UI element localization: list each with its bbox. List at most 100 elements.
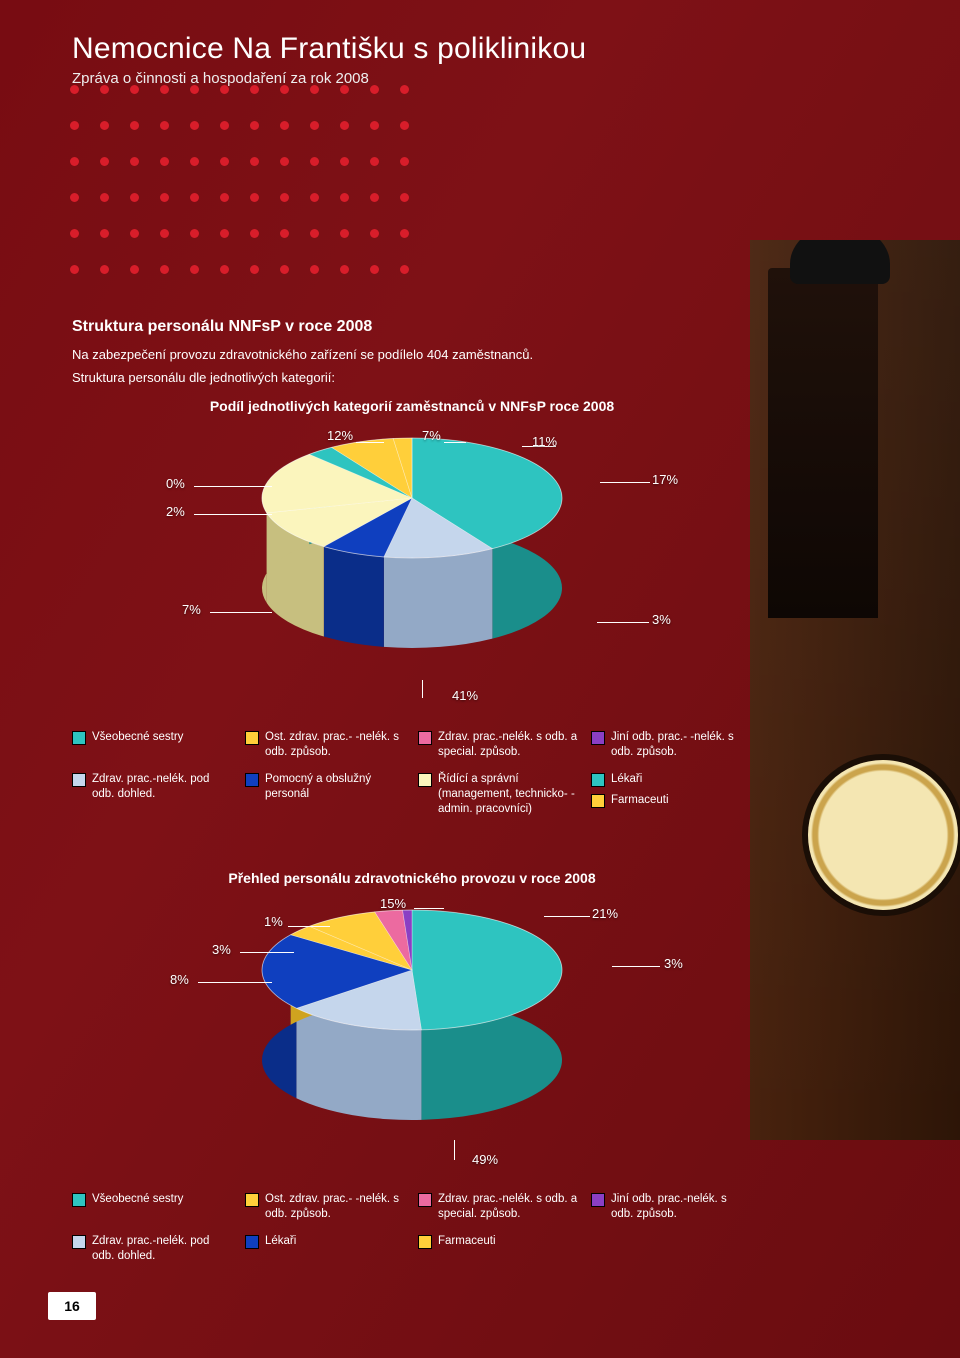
legend-label: Farmaceuti xyxy=(438,1234,496,1249)
leader-line xyxy=(194,486,272,487)
legend-item: Jiní odb. prac.- -nelék. s odb. způsob. xyxy=(591,730,752,760)
legend-label: Všeobecné sestry xyxy=(92,1192,183,1207)
legend-label: Lékaři xyxy=(265,1234,296,1249)
legend-label: Zdrav. prac.-nelék. s odb. a special. zp… xyxy=(438,1192,579,1222)
leader-line xyxy=(198,982,272,983)
legend-item: Zdrav. prac.-nelék. s odb. a special. zp… xyxy=(418,730,579,760)
pie-label: 17% xyxy=(652,472,678,487)
building-photo-placeholder xyxy=(750,240,960,1140)
chart2-legend: Všeobecné sestry Ost. zdrav. prac.- -nelé… xyxy=(72,1192,752,1264)
pie-label: 8% xyxy=(170,972,189,987)
legend-swatch xyxy=(418,1235,432,1249)
pie-label: 7% xyxy=(182,602,201,617)
legend-swatch xyxy=(591,1193,605,1207)
pie-label: 3% xyxy=(664,956,683,971)
pie-label: 3% xyxy=(652,612,671,627)
legend-label: Zdrav. prac.-nelék. s odb. a special. zp… xyxy=(438,730,579,760)
chart1-container: Podíl jednotlivých kategorií zaměstnanců… xyxy=(72,398,752,817)
leader-line xyxy=(444,442,466,443)
legend-label: Jiní odb. prac.- -nelék. s odb. způsob. xyxy=(611,730,752,760)
legend-swatch xyxy=(418,773,432,787)
chart1-legend: Všeobecné sestry Ost. zdrav. prac.- -nelé… xyxy=(72,730,752,817)
pie1-svg xyxy=(92,420,732,720)
leader-line xyxy=(612,966,660,967)
legend-swatch xyxy=(72,1193,86,1207)
chart1-pie: 12% 7% 11% 17% 3% 41% 7% 2% 0% xyxy=(92,420,732,720)
legend-label: Pomocný a obslužný personál xyxy=(265,772,406,802)
legend-swatch xyxy=(245,773,259,787)
legend-item: Všeobecné sestry xyxy=(72,1192,233,1222)
leader-line xyxy=(544,916,590,917)
decorative-dot-grid xyxy=(70,85,430,305)
legend-item: Lékaři xyxy=(245,1234,406,1264)
legend-label: Farmaceuti xyxy=(611,793,669,808)
legend-swatch xyxy=(418,731,432,745)
pie-label: 2% xyxy=(166,504,185,519)
pie-label: 15% xyxy=(380,896,406,911)
legend-label: Řídící a správní (management, technicko-… xyxy=(438,772,579,817)
legend-label: Zdrav. prac.-nelék. pod odb. dohled. xyxy=(92,1234,233,1264)
cupola-icon xyxy=(770,240,910,376)
pie-label: 0% xyxy=(166,476,185,491)
pie-label: 21% xyxy=(592,906,618,921)
leader-line xyxy=(240,952,294,953)
legend-swatch xyxy=(72,1235,86,1249)
leader-line xyxy=(454,1140,455,1160)
page-title: Nemocnice Na Františku s poliklinikou xyxy=(72,32,586,66)
legend-label: Všeobecné sestry xyxy=(92,730,183,745)
legend-swatch xyxy=(591,794,605,808)
legend-swatch xyxy=(418,1193,432,1207)
leader-line xyxy=(356,442,384,443)
legend-item: Jiní odb. prac.-nelék. s odb. způsob. xyxy=(591,1192,752,1222)
leader-line xyxy=(288,926,330,927)
legend-item: Pomocný a obslužný personál xyxy=(245,772,406,817)
legend-item: Zdrav. prac.-nelék. pod odb. dohled. xyxy=(72,1234,233,1264)
legend-item: Ost. zdrav. prac.- -nelék. s odb. způsob… xyxy=(245,1192,406,1222)
legend-item: Všeobecné sestry xyxy=(72,730,233,760)
legend-item: Farmaceuti xyxy=(418,1234,579,1264)
section1-line2: Struktura personálu dle jednotlivých kat… xyxy=(72,369,752,388)
leader-line xyxy=(414,908,444,909)
legend-swatch xyxy=(591,773,605,787)
leader-line xyxy=(210,612,272,613)
section1-line1: Na zabezpečení provozu zdravotnického za… xyxy=(72,346,752,365)
legend-swatch xyxy=(72,731,86,745)
pie-label: 11% xyxy=(532,434,557,449)
legend-swatch xyxy=(591,731,605,745)
pie-label: 3% xyxy=(212,942,231,957)
legend-item: Zdrav. prac.-nelék. pod odb. dohled. xyxy=(72,772,233,817)
legend-item: Zdrav. prac.-nelék. s odb. a special. zp… xyxy=(418,1192,579,1222)
pie2-svg xyxy=(92,892,732,1182)
legend-swatch xyxy=(245,1193,259,1207)
pie-side xyxy=(384,549,492,648)
legend-item: Lékaři Farmaceuti xyxy=(591,772,752,817)
leader-line xyxy=(597,622,649,623)
section1-heading: Struktura personálu NNFsP v roce 2008 xyxy=(72,318,752,336)
legend-swatch xyxy=(245,731,259,745)
leader-line xyxy=(422,680,423,698)
page-subtitle: Zpráva o činnosti a hospodaření za rok 2… xyxy=(72,70,369,87)
pie-label: 12% xyxy=(327,428,353,443)
pie-side xyxy=(324,547,384,647)
legend-label: Lékaři xyxy=(611,772,642,787)
chart1-title: Podíl jednotlivých kategorií zaměstnanců… xyxy=(72,398,752,414)
pie-label: 41% xyxy=(452,688,478,703)
chart2-title: Přehled personálu zdravotnického provozu… xyxy=(72,870,752,886)
chart2-container: Přehled personálu zdravotnického provozu… xyxy=(72,870,752,1264)
leader-line xyxy=(194,514,272,515)
legend-label: Jiní odb. prac.-nelék. s odb. způsob. xyxy=(611,1192,752,1222)
pie-label: 7% xyxy=(422,428,441,443)
legend-label: Ost. zdrav. prac.- -nelék. s odb. způsob… xyxy=(265,1192,406,1222)
pie-label: 49% xyxy=(472,1152,498,1167)
pie-label: 1% xyxy=(264,914,283,929)
section-intro: Struktura personálu NNFsP v roce 2008 Na… xyxy=(72,318,752,392)
legend-item: Ost. zdrav. prac.- -nelék. s odb. způsob… xyxy=(245,730,406,760)
legend-label: Ost. zdrav. prac.- -nelék. s odb. způsob… xyxy=(265,730,406,760)
page-number: 16 xyxy=(48,1292,96,1320)
chart2-pie: 15% 21% 3% 49% 8% 3% 1% xyxy=(92,892,732,1182)
legend-item: Řídící a správní (management, technicko-… xyxy=(418,772,579,817)
legend-swatch xyxy=(245,1235,259,1249)
legend-label: Zdrav. prac.-nelék. pod odb. dohled. xyxy=(92,772,233,802)
pie-slice xyxy=(412,910,562,1030)
leader-line xyxy=(600,482,650,483)
